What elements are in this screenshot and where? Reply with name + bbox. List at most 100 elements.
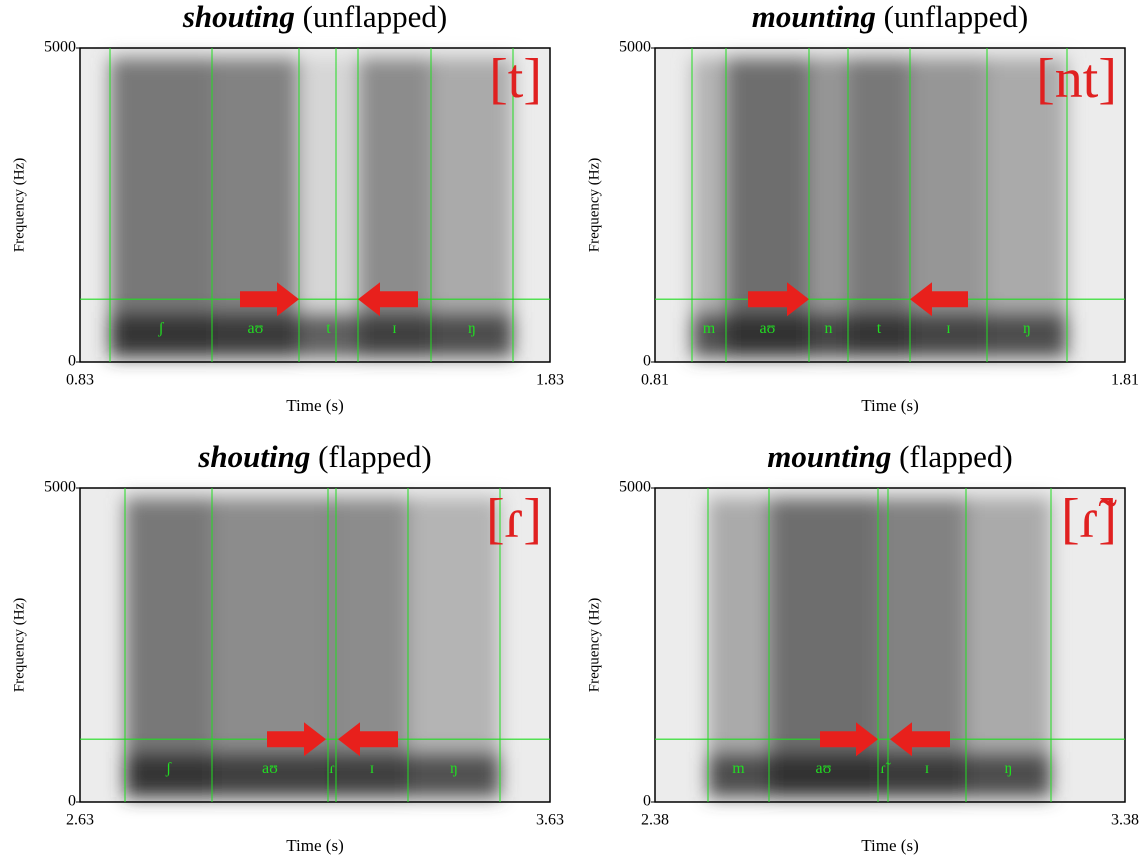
low-energy <box>431 312 513 357</box>
y-tick-label: 5000 <box>619 39 651 56</box>
arrow <box>820 722 878 757</box>
title-rest: (flapped) <box>899 439 1013 474</box>
low-energy <box>910 312 987 357</box>
arrow <box>910 282 968 317</box>
spectrogram-shading <box>708 498 1051 797</box>
low-energy <box>966 752 1051 797</box>
arrow <box>748 282 809 317</box>
y-axis-label: Frequency (Hz) <box>586 598 602 693</box>
energy <box>966 498 1051 792</box>
segment-label: ŋ <box>468 320 476 337</box>
segment-label: aʊ <box>816 760 832 777</box>
x-tick-label: 0.83 <box>66 372 94 389</box>
energy <box>878 498 888 792</box>
low-energy <box>336 752 408 797</box>
y-axis-label: Frequency (Hz) <box>11 598 27 693</box>
spectrogram-shading <box>110 58 513 357</box>
segment-label: ŋ <box>450 760 458 777</box>
title-rest: (flapped) <box>318 439 432 474</box>
segment-label: n <box>825 320 833 337</box>
panel-title: shouting (flapped) <box>197 439 431 474</box>
panel-title: shouting (unflapped) <box>182 0 447 34</box>
arrow <box>267 722 326 757</box>
energy <box>125 498 212 792</box>
energy <box>431 58 513 352</box>
low-energy <box>888 752 966 797</box>
segment-label: ɪ <box>392 320 396 337</box>
low-energy <box>848 312 910 357</box>
x-axis-label: Time (s) <box>861 836 918 855</box>
low-energy <box>408 752 500 797</box>
plot-frame <box>79 487 551 803</box>
energy <box>408 498 500 792</box>
segment-label: t <box>877 320 882 337</box>
energy <box>848 58 910 352</box>
segment-label: ɪ <box>946 320 950 337</box>
low-energy <box>358 312 431 357</box>
y-tick-label: 0 <box>643 793 651 810</box>
y-tick-label: 0 <box>68 353 76 370</box>
title-rest: (unflapped) <box>884 0 1029 34</box>
segment-label: ŋ <box>1005 760 1013 777</box>
title-word: mounting <box>767 439 891 474</box>
y-tick-label: 5000 <box>44 479 76 496</box>
low-energy <box>125 752 212 797</box>
plot-frame <box>654 47 1126 363</box>
segment-label: ɾ <box>329 760 334 777</box>
x-axis-label: Time (s) <box>286 836 343 855</box>
low-energy <box>708 752 769 797</box>
energy <box>987 58 1067 352</box>
low-energy <box>328 752 336 797</box>
segment-label: ʃ <box>165 760 172 777</box>
arrow <box>358 282 418 317</box>
x-axis-label: Time (s) <box>286 396 343 415</box>
title-word: shouting <box>182 0 295 34</box>
spectrogram-panel: m aʊ n t ɪ ŋ[nt]mounting (unflapped)500000.81… <box>586 0 1139 415</box>
title-word: mounting <box>752 0 876 34</box>
y-tick-label: 5000 <box>619 479 651 496</box>
low-energy <box>110 312 212 357</box>
energy <box>328 498 336 792</box>
arrow <box>240 282 299 317</box>
segment-label: m <box>732 760 745 777</box>
energy <box>110 58 212 352</box>
segment-label: t <box>326 320 331 337</box>
x-tick-label: 1.81 <box>1111 372 1139 389</box>
ipa-label: [ɾ̃] <box>1061 488 1117 550</box>
energy <box>336 498 408 792</box>
plot-frame <box>79 47 551 363</box>
y-axis-label: Frequency (Hz) <box>586 158 602 253</box>
segment-label: m <box>703 320 716 337</box>
title-rest: (unflapped) <box>303 0 448 34</box>
arrow <box>890 722 950 757</box>
energy <box>888 498 966 792</box>
spectrogram-panel: ʃ aʊ t ɪ ŋ [t] shouting (unflapped) 5000 0 0.83 1.… <box>11 0 564 415</box>
segment-label: aʊ <box>760 320 776 337</box>
panel-title: mounting (unflapped) <box>752 0 1028 34</box>
panel-title: mounting (flapped) <box>767 439 1012 474</box>
x-tick-label: 2.38 <box>641 812 669 829</box>
energy <box>809 58 848 352</box>
y-tick-label: 5000 <box>44 39 76 56</box>
low-energy <box>212 752 328 797</box>
y-axis-label: Frequency (Hz) <box>11 158 27 253</box>
low-energy <box>726 312 809 357</box>
y-tick-label: 0 <box>643 353 651 370</box>
low-energy <box>809 312 848 357</box>
low-energy <box>769 752 878 797</box>
segment-label: ɪ <box>925 760 929 777</box>
segment-label: aʊ <box>248 320 264 337</box>
x-axis-label: Time (s) <box>861 396 918 415</box>
ipa-label: [ɾ] <box>486 488 542 550</box>
low-energy <box>878 752 888 797</box>
x-tick-label: 0.81 <box>641 372 669 389</box>
segment-label: ʃ <box>157 320 164 337</box>
x-tick-label: 2.63 <box>66 812 94 829</box>
x-tick-label: 3.63 <box>536 812 564 829</box>
segment-label: ŋ <box>1023 320 1031 337</box>
title-word: shouting <box>197 439 310 474</box>
energy <box>692 58 726 352</box>
energy <box>358 58 431 352</box>
